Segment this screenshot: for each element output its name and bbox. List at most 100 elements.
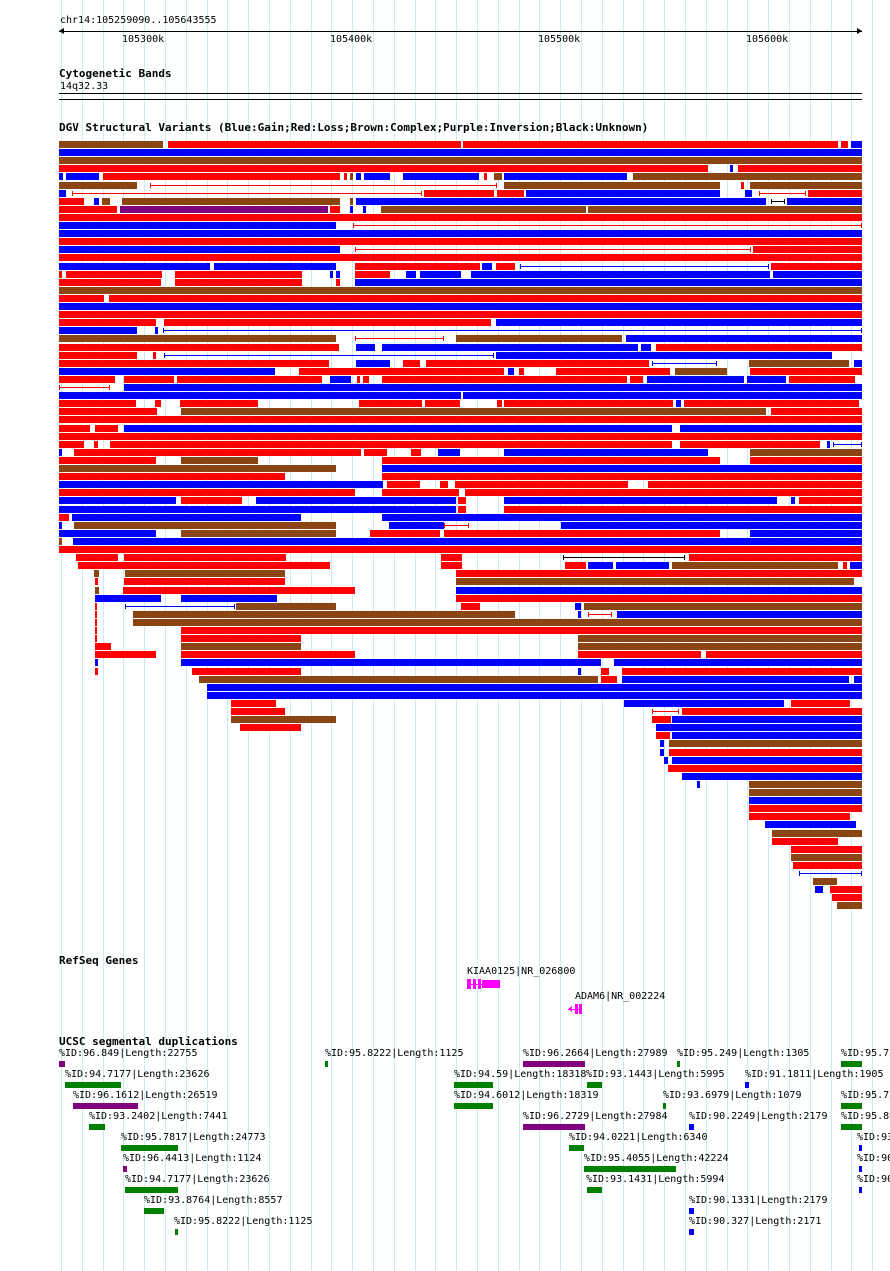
dgv-variant[interactable] bbox=[749, 360, 849, 367]
dgv-variant[interactable] bbox=[59, 457, 156, 464]
dgv-variant[interactable] bbox=[231, 716, 336, 723]
segdup-feature[interactable] bbox=[454, 1103, 493, 1109]
dgv-variant[interactable] bbox=[656, 724, 862, 731]
segdup-track-title[interactable]: UCSC segmental duplications bbox=[59, 1035, 238, 1048]
dgv-variant[interactable] bbox=[496, 352, 832, 359]
dgv-variant[interactable] bbox=[356, 360, 390, 367]
segdup-feature[interactable] bbox=[745, 1082, 749, 1088]
dgv-variant[interactable] bbox=[614, 659, 862, 666]
dgv-linked-variant[interactable] bbox=[444, 525, 469, 526]
dgv-variant[interactable] bbox=[124, 384, 862, 391]
dgv-variant[interactable] bbox=[772, 830, 862, 837]
dgv-linked-variant[interactable] bbox=[353, 225, 862, 226]
dgv-variant[interactable] bbox=[561, 522, 862, 529]
dgv-variant[interactable] bbox=[59, 441, 84, 448]
segdup-feature[interactable] bbox=[175, 1229, 178, 1235]
dgv-variant[interactable] bbox=[465, 489, 862, 496]
dgv-variant[interactable] bbox=[656, 732, 670, 739]
dgv-variant[interactable] bbox=[181, 530, 336, 537]
dgv-variant[interactable] bbox=[672, 716, 862, 723]
dgv-variant[interactable] bbox=[59, 392, 461, 399]
dgv-variant[interactable] bbox=[750, 368, 862, 375]
dgv-variant[interactable] bbox=[815, 886, 823, 893]
dgv-variant[interactable] bbox=[660, 740, 664, 747]
segdup-label[interactable]: %ID:96.2729|Length:27984 bbox=[523, 1111, 668, 1122]
segdup-label[interactable]: %ID:95.89 bbox=[841, 1111, 890, 1122]
dgv-variant[interactable] bbox=[336, 271, 340, 278]
dgv-variant[interactable] bbox=[74, 522, 336, 529]
gene-label[interactable]: ADAM6|NR_002224 bbox=[575, 991, 666, 1002]
dgv-variant[interactable] bbox=[689, 554, 862, 561]
dgv-variant[interactable] bbox=[750, 530, 862, 537]
dgv-variant[interactable] bbox=[256, 497, 456, 504]
dgv-variant[interactable] bbox=[95, 595, 161, 602]
dgv-variant[interactable] bbox=[749, 797, 862, 804]
dgv-variant[interactable] bbox=[697, 781, 700, 788]
dgv-variant[interactable] bbox=[192, 668, 301, 675]
dgv-variant[interactable] bbox=[682, 773, 862, 780]
dgv-variant[interactable] bbox=[59, 327, 137, 334]
dgv-variant[interactable] bbox=[420, 271, 461, 278]
dgv-track-title[interactable]: DGV Structural Variants (Blue:Gain;Red:L… bbox=[59, 121, 649, 134]
dgv-variant[interactable] bbox=[66, 271, 162, 278]
dgv-variant[interactable] bbox=[463, 392, 862, 399]
dgv-variant[interactable] bbox=[350, 198, 353, 205]
dgv-variant[interactable] bbox=[66, 173, 99, 180]
dgv-variant[interactable] bbox=[497, 400, 502, 407]
dgv-variant[interactable] bbox=[648, 481, 862, 488]
dgv-variant[interactable] bbox=[124, 554, 286, 561]
dgv-variant[interactable] bbox=[133, 611, 515, 618]
dgv-variant[interactable] bbox=[664, 757, 668, 764]
dgv-variant[interactable] bbox=[94, 441, 98, 448]
dgv-variant[interactable] bbox=[403, 173, 479, 180]
dgv-variant[interactable] bbox=[95, 659, 98, 666]
dgv-variant[interactable] bbox=[382, 514, 862, 521]
segdup-feature[interactable] bbox=[65, 1082, 121, 1088]
segdup-feature[interactable] bbox=[523, 1124, 585, 1130]
dgv-variant[interactable] bbox=[180, 400, 258, 407]
dgv-linked-variant[interactable] bbox=[652, 363, 717, 364]
segdup-label[interactable]: %ID:95.249|Length:1305 bbox=[677, 1048, 810, 1059]
dgv-variant[interactable] bbox=[382, 376, 627, 383]
segdup-label[interactable]: %ID:95.72 bbox=[841, 1090, 890, 1101]
dgv-variant[interactable] bbox=[350, 206, 353, 213]
dgv-variant[interactable] bbox=[680, 441, 820, 448]
dgv-variant[interactable] bbox=[330, 271, 333, 278]
dgv-variant[interactable] bbox=[745, 190, 752, 197]
dgv-variant[interactable] bbox=[382, 465, 862, 472]
segdup-label[interactable]: %ID:95.72 bbox=[841, 1048, 890, 1059]
dgv-variant[interactable] bbox=[565, 562, 586, 569]
dgv-variant[interactable] bbox=[765, 821, 856, 828]
dgv-variant[interactable] bbox=[356, 198, 766, 205]
dgv-variant[interactable] bbox=[59, 522, 62, 529]
dgv-variant[interactable] bbox=[59, 246, 340, 253]
segdup-feature[interactable] bbox=[689, 1229, 694, 1235]
segdup-feature[interactable] bbox=[125, 1187, 178, 1193]
dgv-variant[interactable] bbox=[526, 190, 720, 197]
segdup-feature[interactable] bbox=[841, 1103, 862, 1109]
dgv-variant[interactable] bbox=[672, 732, 862, 739]
dgv-variant[interactable] bbox=[791, 846, 862, 853]
dgv-variant[interactable] bbox=[854, 676, 862, 683]
dgv-variant[interactable] bbox=[382, 473, 862, 480]
dgv-variant[interactable] bbox=[676, 400, 681, 407]
dgv-variant[interactable] bbox=[647, 376, 744, 383]
dgv-variant[interactable] bbox=[363, 376, 369, 383]
dgv-variant[interactable] bbox=[461, 603, 480, 610]
dgv-variant[interactable] bbox=[441, 554, 462, 561]
dgv-variant[interactable] bbox=[771, 408, 862, 415]
dgv-variant[interactable] bbox=[59, 149, 862, 156]
gene-label[interactable]: KIAA0125|NR_026800 bbox=[467, 966, 576, 977]
dgv-variant[interactable] bbox=[832, 894, 862, 901]
segdup-feature[interactable] bbox=[569, 1145, 584, 1151]
dgv-variant[interactable] bbox=[519, 368, 524, 375]
dgv-variant[interactable] bbox=[356, 344, 375, 351]
segdup-label[interactable]: %ID:95.4055|Length:42224 bbox=[584, 1153, 729, 1164]
dgv-variant[interactable] bbox=[456, 587, 862, 594]
dgv-variant[interactable] bbox=[789, 376, 855, 383]
dgv-variant[interactable] bbox=[207, 684, 862, 691]
segdup-label[interactable]: %ID:90 bbox=[857, 1153, 890, 1164]
dgv-variant[interactable] bbox=[95, 627, 97, 634]
dgv-variant[interactable] bbox=[168, 141, 461, 148]
dgv-variant[interactable] bbox=[504, 506, 862, 513]
